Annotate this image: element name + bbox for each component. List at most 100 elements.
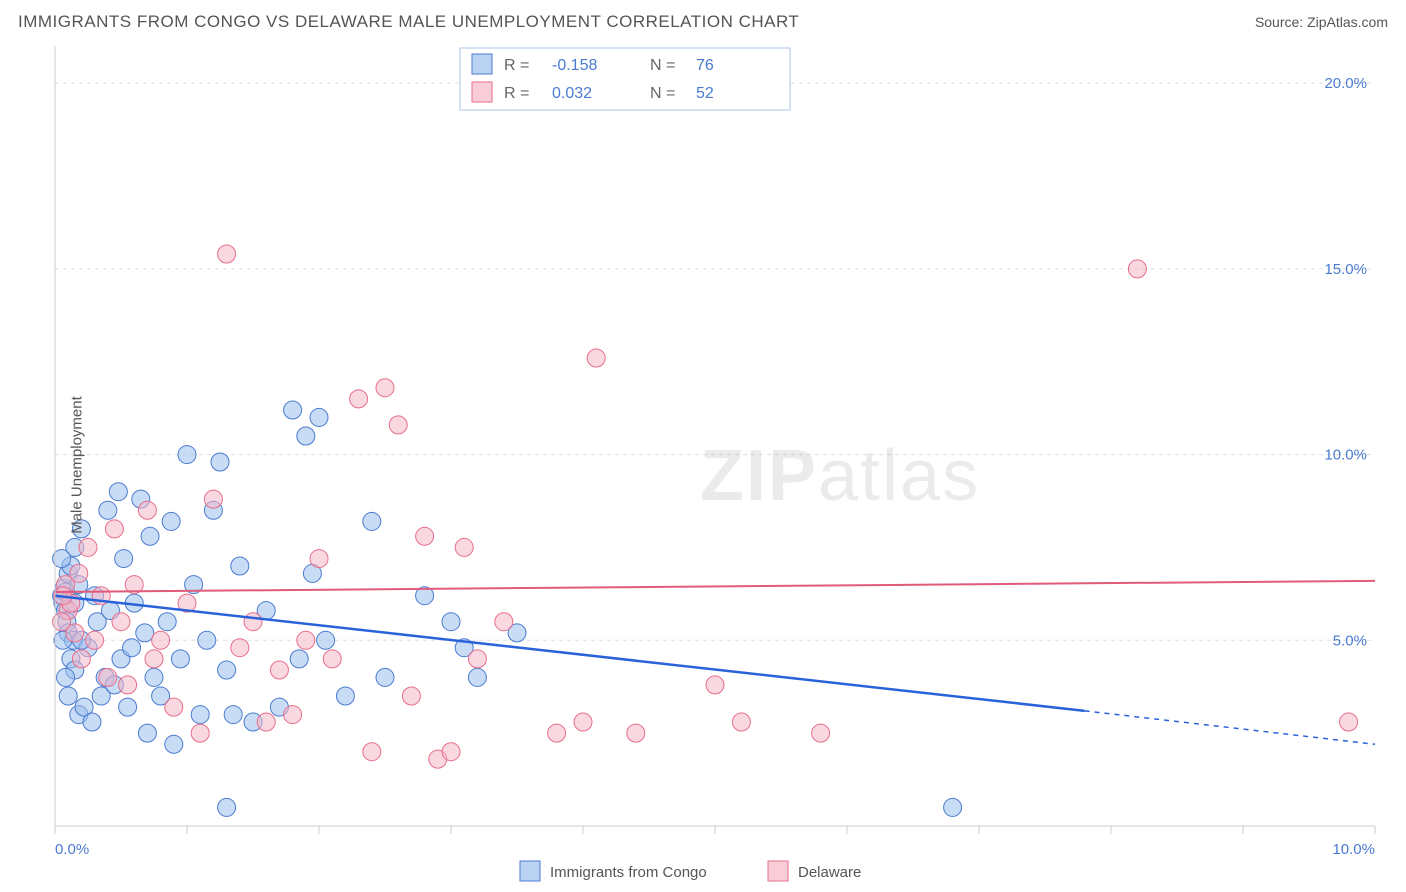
data-point <box>57 668 75 686</box>
watermark: ZIPatlas <box>700 436 980 516</box>
data-point <box>70 564 88 582</box>
data-point <box>416 527 434 545</box>
data-point <box>270 661 288 679</box>
legend-n-value: 52 <box>696 85 714 102</box>
data-point <box>115 550 133 568</box>
data-point <box>336 687 354 705</box>
data-point <box>732 713 750 731</box>
data-point <box>191 724 209 742</box>
data-point <box>145 668 163 686</box>
data-point <box>812 724 830 742</box>
bottom-legend-swatch <box>520 861 540 881</box>
data-point <box>290 650 308 668</box>
data-point <box>244 613 262 631</box>
bottom-legend-label: Delaware <box>798 864 861 881</box>
data-point <box>468 668 486 686</box>
trendline <box>55 596 1085 711</box>
data-point <box>587 349 605 367</box>
data-point <box>99 501 117 519</box>
x-tick-label: 0.0% <box>55 841 89 858</box>
data-point <box>495 613 513 631</box>
data-point <box>152 631 170 649</box>
data-point <box>310 550 328 568</box>
data-point <box>350 390 368 408</box>
y-tick-label: 15.0% <box>1324 261 1367 278</box>
data-point <box>627 724 645 742</box>
legend-n-value: 76 <box>696 57 714 74</box>
data-point <box>59 687 77 705</box>
data-point <box>86 631 104 649</box>
legend-swatch <box>472 82 492 102</box>
data-point <box>136 624 154 642</box>
data-point <box>191 706 209 724</box>
data-point <box>218 798 236 816</box>
data-point <box>442 613 460 631</box>
data-point <box>162 512 180 530</box>
data-point <box>165 698 183 716</box>
data-point <box>284 401 302 419</box>
data-point <box>574 713 592 731</box>
trendline <box>55 581 1375 592</box>
data-point <box>171 650 189 668</box>
bottom-legend-swatch <box>768 861 788 881</box>
y-tick-label: 20.0% <box>1324 75 1367 92</box>
data-point <box>141 527 159 545</box>
data-point <box>1128 260 1146 278</box>
data-point <box>944 798 962 816</box>
data-point <box>138 724 156 742</box>
legend-r-value: 0.032 <box>552 85 592 102</box>
data-point <box>99 668 117 686</box>
data-point <box>138 501 156 519</box>
data-point <box>198 631 216 649</box>
y-axis-label: Male Unemployment <box>68 396 85 534</box>
x-tick-label: 10.0% <box>1332 841 1375 858</box>
data-point <box>119 676 137 694</box>
data-point <box>442 743 460 761</box>
data-point <box>231 557 249 575</box>
data-point <box>376 379 394 397</box>
data-point <box>112 613 130 631</box>
data-point <box>548 724 566 742</box>
legend-n-label: N = <box>650 57 675 74</box>
correlation-scatter-chart: 5.0% 10.0% 15.0% 20.0% ZIPatlas 0.0% 10.0% R = -… <box>0 40 1406 890</box>
data-point <box>297 631 315 649</box>
data-point <box>105 520 123 538</box>
data-point <box>178 446 196 464</box>
data-point <box>363 743 381 761</box>
data-point <box>204 490 222 508</box>
data-point <box>455 538 473 556</box>
data-point <box>389 416 407 434</box>
data-point <box>363 512 381 530</box>
trendline-extrapolated <box>1085 711 1375 744</box>
legend-r-value: -0.158 <box>552 57 597 74</box>
data-point <box>79 538 97 556</box>
data-point <box>72 650 90 668</box>
data-point <box>218 245 236 263</box>
data-point <box>165 735 183 753</box>
data-point <box>158 613 176 631</box>
data-point <box>231 639 249 657</box>
legend-n-label: N = <box>650 85 675 102</box>
y-tick-label: 5.0% <box>1333 632 1367 649</box>
data-point <box>310 408 328 426</box>
data-point <box>119 698 137 716</box>
data-point <box>83 713 101 731</box>
legend-swatch <box>472 54 492 74</box>
data-point <box>224 706 242 724</box>
data-point <box>376 668 394 686</box>
legend-r-label: R = <box>504 57 529 74</box>
data-point <box>468 650 486 668</box>
data-point <box>323 650 341 668</box>
data-point <box>145 650 163 668</box>
data-point <box>211 453 229 471</box>
data-point <box>218 661 236 679</box>
source-label: Source: ZipAtlas.com <box>1255 14 1388 30</box>
data-point <box>402 687 420 705</box>
data-point <box>109 483 127 501</box>
bottom-legend-label: Immigrants from Congo <box>550 864 707 881</box>
data-point <box>297 427 315 445</box>
legend-r-label: R = <box>504 85 529 102</box>
data-point <box>284 706 302 724</box>
data-point <box>1340 713 1358 731</box>
y-tick-label: 10.0% <box>1324 447 1367 464</box>
